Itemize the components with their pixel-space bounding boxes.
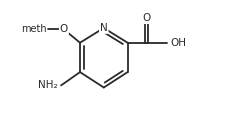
Text: meth: meth [21, 24, 47, 34]
Text: O: O [60, 24, 68, 34]
Text: NH₂: NH₂ [38, 80, 57, 90]
Text: N: N [99, 23, 107, 33]
Text: O: O [142, 13, 150, 23]
Text: OH: OH [169, 38, 185, 48]
